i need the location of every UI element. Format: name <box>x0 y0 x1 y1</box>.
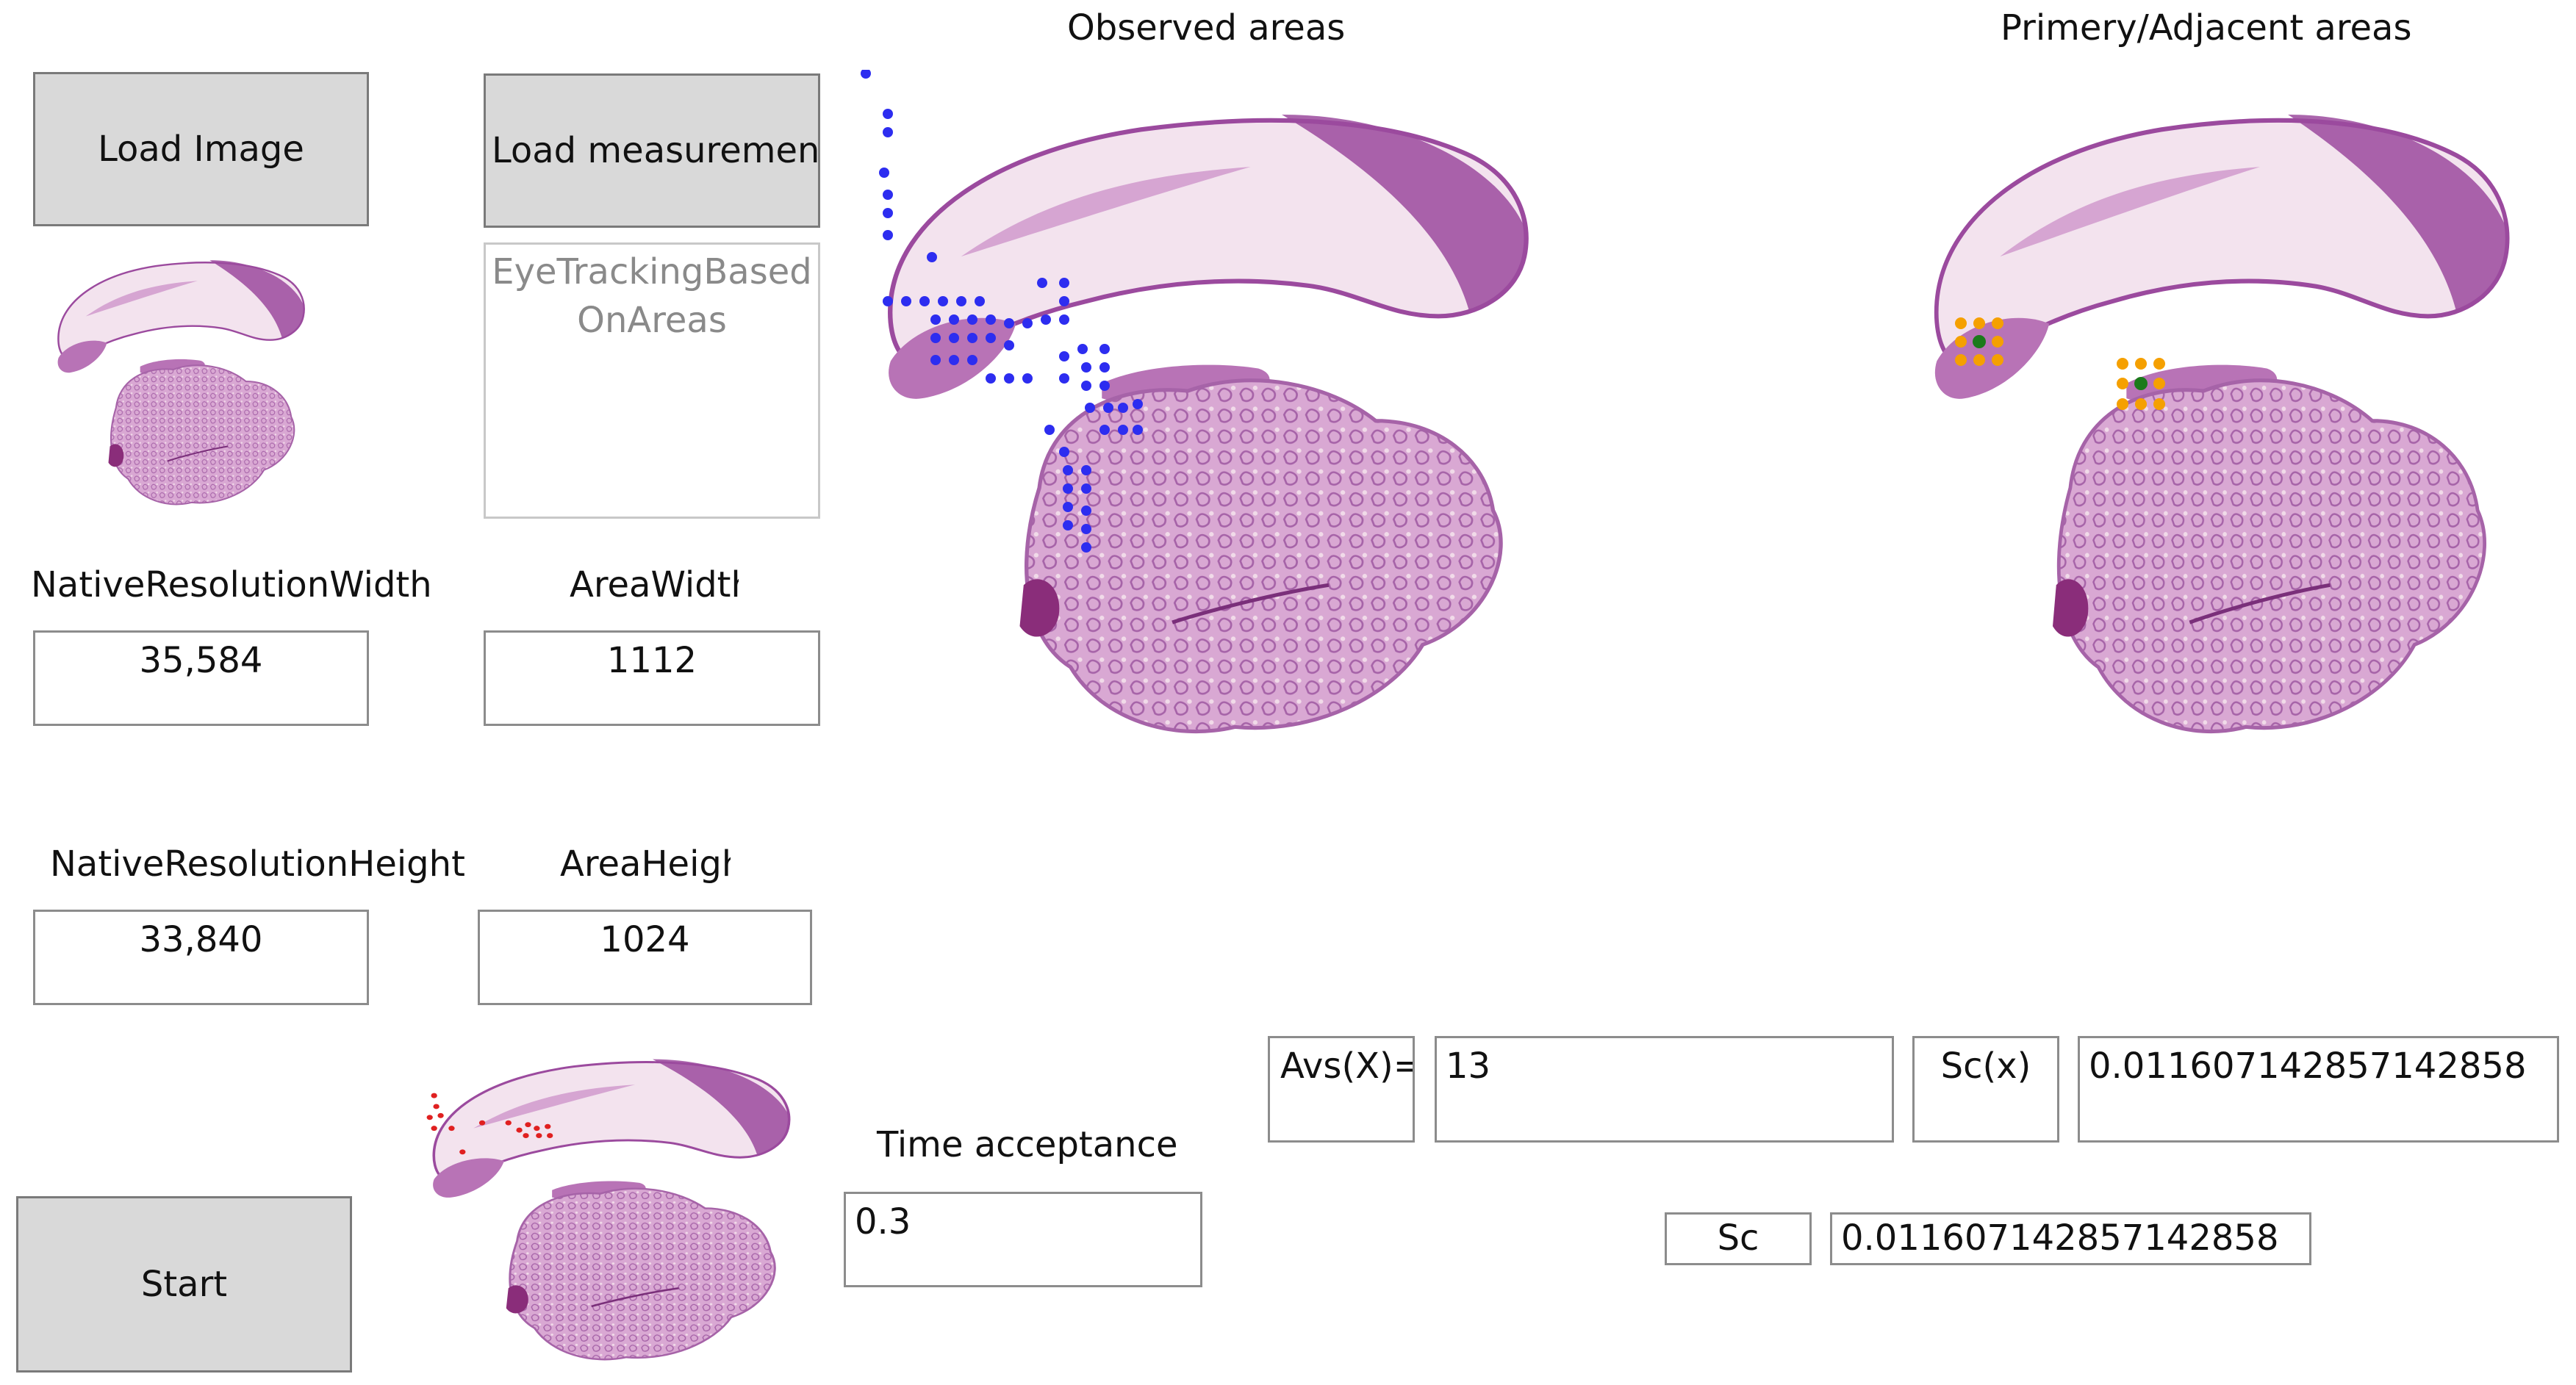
load-image-label: Load Image <box>98 129 304 170</box>
scx-label-box: Sc(x) <box>1912 1036 2059 1143</box>
sc-label-box: Sc <box>1665 1212 1812 1265</box>
native-width-field[interactable]: 35,584 <box>33 630 369 726</box>
load-measurements-button[interactable]: Load measurements <box>484 73 820 228</box>
native-height-label: NativeResolutionHeight <box>50 843 465 885</box>
sc-value-field[interactable]: 0.011607142857142858 <box>1830 1212 2311 1265</box>
load-image-button[interactable]: Load Image <box>33 72 369 226</box>
avs-label-box: Avs(X)= <box>1268 1036 1415 1143</box>
adjacent-area-dots <box>1955 317 2165 410</box>
avs-value-field[interactable]: 13 <box>1435 1036 1894 1143</box>
avs-label: Avs(X)= <box>1280 1046 1415 1087</box>
area-width-label: AreaWidth <box>570 564 739 605</box>
primary-adjacent-svg <box>1895 70 2527 757</box>
observed-areas-svg <box>861 70 1548 757</box>
primary-adjacent-title: Primery/Adjacent areas <box>2001 7 2412 48</box>
native-height-field[interactable]: 33,840 <box>33 910 369 1005</box>
sc-label: Sc <box>1717 1217 1759 1259</box>
area-width-field[interactable]: 1112 <box>484 630 820 726</box>
primary-area-dots <box>1973 335 2148 390</box>
area-height-field[interactable]: 1024 <box>478 910 812 1005</box>
measurements-list-item[interactable]: OnAreas <box>577 300 727 341</box>
time-acceptance-label: Time acceptance <box>877 1124 1178 1165</box>
native-width-label: NativeResolutionWidth <box>31 564 432 605</box>
gaze-dots <box>426 1093 553 1155</box>
slide-preview-thumbnail <box>40 242 312 514</box>
measurements-list-item[interactable]: EyeTrackingBased <box>492 251 812 292</box>
observed-area-dots <box>861 70 1143 553</box>
start-button[interactable]: Start <box>16 1196 352 1373</box>
measurements-list[interactable]: EyeTrackingBased OnAreas <box>484 242 820 519</box>
scx-value-field[interactable]: 0.011607142857142858 <box>2078 1036 2559 1143</box>
scx-label: Sc(x) <box>1940 1046 2031 1087</box>
start-label: Start <box>140 1264 228 1305</box>
gaze-points-svg <box>426 1057 791 1361</box>
observed-areas-image <box>844 70 1548 757</box>
gaze-points-thumbnail <box>408 1037 801 1372</box>
load-measurements-label: Load measurements <box>492 130 820 171</box>
area-height-label: AreaHeight <box>560 843 731 885</box>
time-acceptance-field[interactable]: 0.3 <box>844 1192 1202 1287</box>
observed-areas-title: Observed areas <box>1067 7 1346 48</box>
primary-adjacent-image <box>1895 70 2527 757</box>
